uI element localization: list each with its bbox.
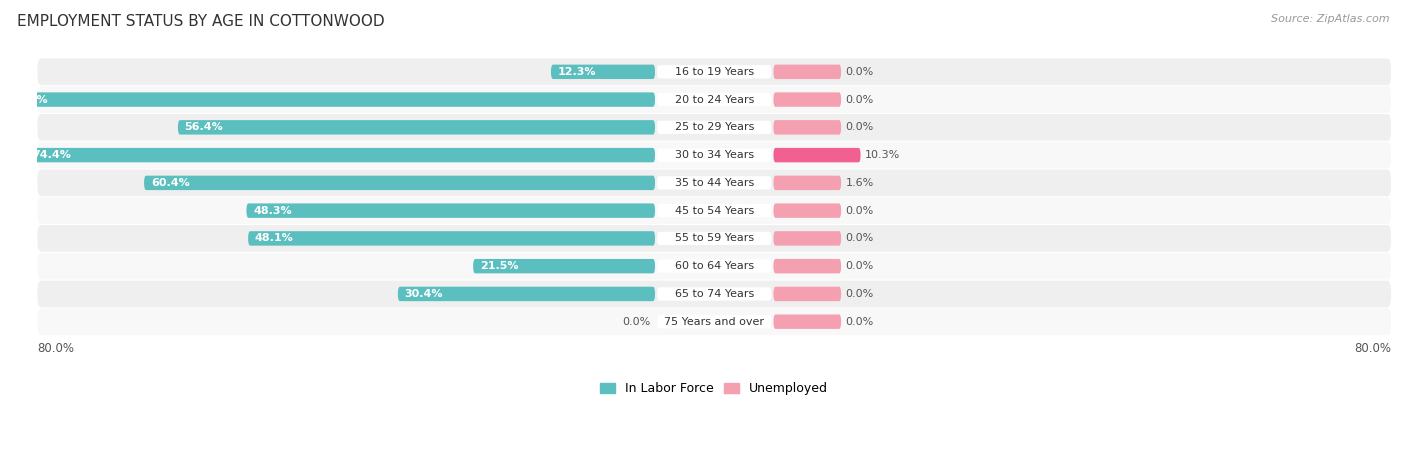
- FancyBboxPatch shape: [657, 232, 772, 245]
- FancyBboxPatch shape: [657, 287, 772, 301]
- FancyBboxPatch shape: [657, 176, 772, 189]
- FancyBboxPatch shape: [38, 308, 1391, 335]
- FancyBboxPatch shape: [657, 315, 772, 328]
- Text: 65 to 74 Years: 65 to 74 Years: [675, 289, 754, 299]
- FancyBboxPatch shape: [773, 176, 841, 190]
- FancyBboxPatch shape: [247, 231, 655, 246]
- FancyBboxPatch shape: [773, 120, 841, 135]
- FancyBboxPatch shape: [773, 315, 841, 329]
- Text: 60 to 64 Years: 60 to 64 Years: [675, 261, 754, 271]
- FancyBboxPatch shape: [38, 281, 1391, 307]
- Text: 12.3%: 12.3%: [558, 67, 596, 77]
- FancyBboxPatch shape: [773, 65, 841, 79]
- FancyBboxPatch shape: [657, 121, 772, 134]
- FancyBboxPatch shape: [657, 65, 772, 78]
- Text: 0.0%: 0.0%: [845, 94, 873, 104]
- Text: 77.1%: 77.1%: [10, 94, 48, 104]
- FancyBboxPatch shape: [38, 170, 1391, 196]
- FancyBboxPatch shape: [657, 204, 772, 217]
- Text: 10.3%: 10.3%: [865, 150, 900, 160]
- Text: EMPLOYMENT STATUS BY AGE IN COTTONWOOD: EMPLOYMENT STATUS BY AGE IN COTTONWOOD: [17, 14, 384, 28]
- FancyBboxPatch shape: [474, 259, 655, 274]
- Text: 0.0%: 0.0%: [845, 122, 873, 132]
- FancyBboxPatch shape: [38, 114, 1391, 141]
- Text: 0.0%: 0.0%: [845, 206, 873, 216]
- FancyBboxPatch shape: [773, 92, 841, 107]
- Text: 75 Years and over: 75 Years and over: [664, 317, 765, 327]
- FancyBboxPatch shape: [179, 120, 655, 135]
- FancyBboxPatch shape: [38, 253, 1391, 279]
- Text: 0.0%: 0.0%: [845, 234, 873, 243]
- Text: 0.0%: 0.0%: [845, 317, 873, 327]
- FancyBboxPatch shape: [25, 148, 655, 162]
- Text: 45 to 54 Years: 45 to 54 Years: [675, 206, 754, 216]
- Text: 0.0%: 0.0%: [623, 317, 651, 327]
- FancyBboxPatch shape: [398, 287, 655, 301]
- Text: 48.1%: 48.1%: [254, 234, 294, 243]
- FancyBboxPatch shape: [38, 58, 1391, 85]
- FancyBboxPatch shape: [773, 287, 841, 301]
- Text: 30.4%: 30.4%: [405, 289, 443, 299]
- Text: 74.4%: 74.4%: [32, 150, 72, 160]
- Text: 48.3%: 48.3%: [253, 206, 292, 216]
- Text: 25 to 29 Years: 25 to 29 Years: [675, 122, 754, 132]
- Text: 80.0%: 80.0%: [1354, 342, 1391, 355]
- FancyBboxPatch shape: [38, 225, 1391, 252]
- Text: Source: ZipAtlas.com: Source: ZipAtlas.com: [1271, 14, 1389, 23]
- Text: 30 to 34 Years: 30 to 34 Years: [675, 150, 754, 160]
- FancyBboxPatch shape: [773, 148, 860, 162]
- Text: 20 to 24 Years: 20 to 24 Years: [675, 94, 754, 104]
- FancyBboxPatch shape: [657, 93, 772, 106]
- FancyBboxPatch shape: [38, 142, 1391, 168]
- FancyBboxPatch shape: [143, 176, 655, 190]
- Text: 0.0%: 0.0%: [845, 289, 873, 299]
- FancyBboxPatch shape: [38, 197, 1391, 224]
- FancyBboxPatch shape: [773, 259, 841, 274]
- FancyBboxPatch shape: [773, 203, 841, 218]
- Text: 0.0%: 0.0%: [845, 261, 873, 271]
- FancyBboxPatch shape: [551, 65, 655, 79]
- FancyBboxPatch shape: [773, 231, 841, 246]
- Text: 56.4%: 56.4%: [184, 122, 224, 132]
- FancyBboxPatch shape: [3, 92, 655, 107]
- Text: 16 to 19 Years: 16 to 19 Years: [675, 67, 754, 77]
- FancyBboxPatch shape: [657, 148, 772, 162]
- FancyBboxPatch shape: [38, 86, 1391, 113]
- Text: 55 to 59 Years: 55 to 59 Years: [675, 234, 754, 243]
- Text: 1.6%: 1.6%: [845, 178, 873, 188]
- Text: 80.0%: 80.0%: [38, 342, 75, 355]
- Text: 0.0%: 0.0%: [845, 67, 873, 77]
- Legend: In Labor Force, Unemployed: In Labor Force, Unemployed: [595, 378, 834, 401]
- FancyBboxPatch shape: [246, 203, 655, 218]
- Text: 21.5%: 21.5%: [479, 261, 519, 271]
- Text: 35 to 44 Years: 35 to 44 Years: [675, 178, 754, 188]
- FancyBboxPatch shape: [657, 260, 772, 273]
- Text: 60.4%: 60.4%: [150, 178, 190, 188]
